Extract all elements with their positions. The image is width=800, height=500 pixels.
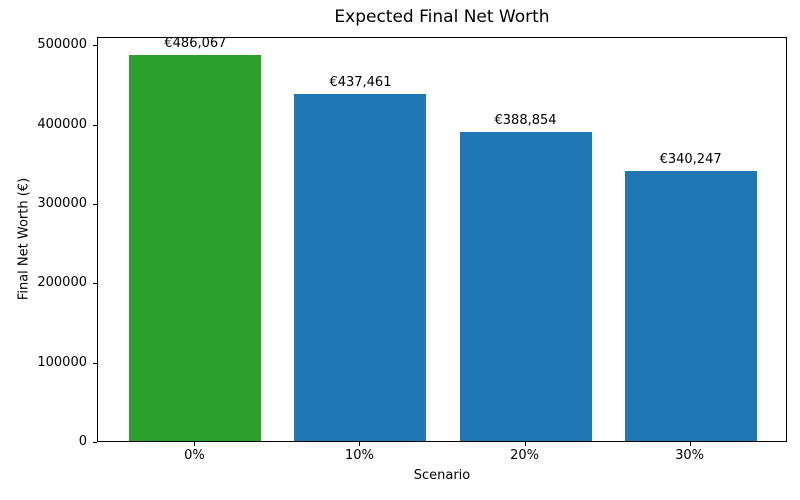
y-tick-mark	[93, 362, 97, 364]
bar-20%	[459, 132, 592, 441]
x-tick-label: 0%	[184, 448, 205, 463]
x-tick-mark	[524, 442, 526, 446]
y-tick-mark	[93, 45, 97, 47]
y-tick-mark	[93, 203, 97, 205]
chart-title: Expected Final Net Worth	[334, 7, 550, 27]
y-tick-label: 0	[78, 434, 87, 449]
x-tick-label: 20%	[510, 448, 539, 463]
bar-value-label: €388,854	[494, 113, 557, 128]
x-tick-label: 10%	[345, 448, 374, 463]
x-tick-label: 30%	[675, 448, 705, 463]
bar-30%	[624, 171, 757, 441]
x-tick-mark	[194, 442, 196, 446]
y-tick-label: 100000	[37, 354, 87, 370]
x-axis-label: Scenario	[413, 468, 471, 483]
bar-value-label: €340,247	[659, 152, 722, 167]
y-tick-label: 400000	[37, 116, 87, 132]
y-tick-mark	[93, 124, 97, 126]
y-tick-label: 300000	[37, 195, 87, 211]
x-tick-mark	[689, 442, 691, 446]
x-tick-mark	[359, 442, 361, 446]
bar-value-label: €486,067	[164, 36, 227, 51]
y-tick-label: 200000	[37, 275, 87, 291]
y-tick-label: 500000	[37, 37, 87, 53]
bar-value-label: €437,461	[329, 75, 392, 90]
plot-area: €486,067 €437,461 €388,854 €340,247	[97, 36, 787, 442]
bar-0%	[129, 55, 262, 441]
y-tick-mark	[93, 283, 97, 285]
y-tick-mark	[93, 442, 97, 443]
bar-10%	[294, 94, 427, 441]
